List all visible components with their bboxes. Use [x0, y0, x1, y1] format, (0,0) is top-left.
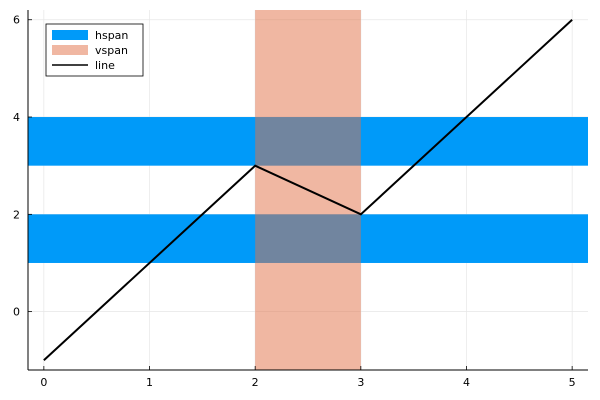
y-tick-label: 0 — [13, 306, 20, 319]
line-path — [43, 18, 573, 362]
legend-label-line: line — [95, 59, 115, 72]
y-tick-label: 2 — [13, 208, 20, 221]
y-tick-label: 6 — [13, 14, 20, 27]
x-tick-label: 0 — [40, 376, 47, 389]
legend-label-vspan: vspan — [95, 44, 128, 57]
x-tick-label: 3 — [357, 376, 364, 389]
x-tick-label: 5 — [569, 376, 576, 389]
legend-swatch-vspan — [52, 45, 88, 55]
y-tick-label: 4 — [13, 111, 20, 124]
x-tick-label: 4 — [463, 376, 470, 389]
x-tick-label: 1 — [146, 376, 153, 389]
legend: hspan vspan line — [45, 23, 144, 77]
legend-label-hspan: hspan — [95, 29, 128, 42]
x-tick-label: 2 — [252, 376, 259, 389]
legend-swatch-hspan — [52, 30, 88, 40]
line-series — [43, 18, 573, 362]
axes: 0 1 2 3 4 5 0 2 4 6 — [13, 10, 588, 389]
